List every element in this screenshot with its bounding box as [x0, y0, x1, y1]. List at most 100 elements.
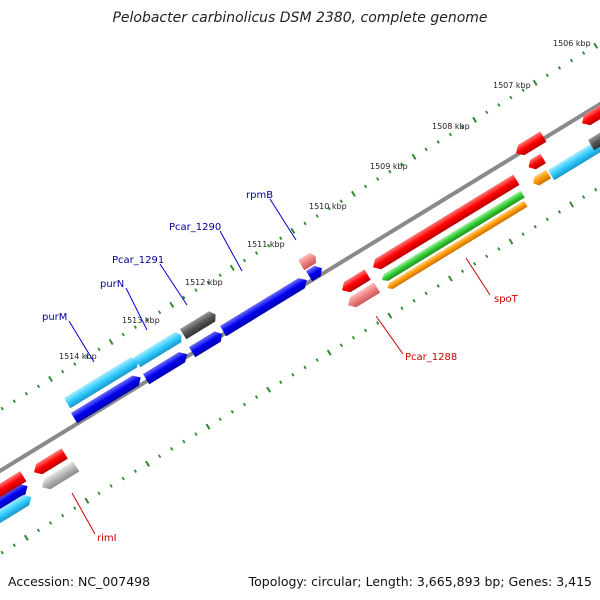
cds-blue-pcar1290: [220, 278, 307, 337]
gene-cyan-purm: [64, 357, 139, 409]
feature-layer: [0, 99, 600, 531]
tick-mark: [279, 380, 283, 385]
tick-mark: [545, 73, 549, 78]
tick-mark: [593, 42, 599, 49]
gene-gray-pcar1291: [180, 311, 216, 340]
tick-mark: [84, 497, 90, 504]
tick-mark: [569, 201, 574, 208]
tick-mark: [532, 79, 538, 86]
tick-mark: [108, 338, 114, 346]
cds-red-left-edge: [0, 471, 27, 503]
gene-cyan-left-edge: [0, 494, 32, 531]
tick-mark: [582, 195, 586, 199]
tick-mark: [460, 269, 465, 273]
pos-label-1509: 1509 kbp: [370, 162, 408, 171]
tick-mark: [364, 328, 368, 333]
gene-label-pcar1290: Pcar_1290: [169, 222, 221, 233]
tick-mark: [509, 95, 513, 100]
gene-labels: rpmB Pcar_1290 Pcar_1291 purN purM spoT …: [42, 190, 519, 544]
tick-mark: [194, 432, 198, 436]
tick-mark: [447, 275, 453, 282]
genome-summary: Topology: circular; Length: 3,665,893 bp…: [248, 574, 592, 589]
tick-mark: [376, 177, 380, 181]
tick-mark: [61, 369, 65, 374]
gene-label-spot: spoT: [494, 294, 519, 305]
tick-mark: [388, 169, 392, 174]
tick-mark: [436, 140, 440, 144]
tick-mark: [569, 58, 574, 63]
cds-red-edge: [582, 99, 600, 126]
tick-mark: [230, 410, 234, 414]
tick-mark: [400, 306, 404, 311]
tick-mark: [290, 227, 296, 234]
tick-mark: [387, 312, 393, 319]
gene-label-pcar1291: Pcar_1291: [112, 255, 164, 266]
tick-mark: [473, 261, 477, 266]
tick-mark: [170, 447, 174, 451]
tick-mark: [424, 147, 428, 152]
tick-marks: [0, 42, 599, 555]
tick-mark: [61, 513, 65, 518]
pos-label-1508: 1508 kbp: [432, 122, 470, 131]
tick-mark: [533, 224, 537, 229]
gene-cyan-purn: [134, 331, 182, 368]
position-labels: 1506 kbp 1507 kbp 1508 kbp 1509 kbp 1510…: [59, 39, 591, 361]
pcar1288-pink-arrow: [348, 282, 381, 308]
tick-mark: [158, 310, 162, 315]
tick-mark: [85, 354, 89, 359]
tick-mark: [133, 469, 137, 473]
cds-blue-left-edge: [0, 484, 28, 519]
tick-mark: [121, 476, 125, 481]
tick-mark: [73, 506, 77, 510]
pos-label-1510: 1510 kbp: [309, 202, 347, 211]
tick-mark: [291, 373, 295, 377]
tick-mark: [158, 454, 162, 459]
pcar1288-red-arrow: [342, 269, 371, 293]
pos-label-1514: 1514 kbp: [59, 352, 97, 361]
cds-red-rimi: [34, 448, 68, 475]
tick-mark: [0, 406, 4, 411]
tick-mark: [424, 291, 428, 296]
tick-mark: [24, 391, 28, 396]
tick-mark: [97, 347, 101, 352]
tick-mark: [279, 236, 283, 241]
tick-mark: [315, 358, 319, 362]
accession-label: Accession: NC_007498: [8, 574, 151, 589]
tick-mark: [411, 153, 417, 160]
tick-mark: [254, 395, 259, 399]
pos-label-1511: 1511 kbp: [247, 240, 285, 249]
gene-cyan-right-edge: [548, 138, 600, 181]
gene-label-rimi: rimI: [97, 533, 117, 544]
tick-mark: [460, 125, 465, 129]
gene-pink-rpmb: [298, 252, 317, 271]
cds-blue-purn: [143, 352, 188, 385]
tick-mark: [594, 187, 598, 192]
tick-mark: [109, 484, 113, 488]
cds-blue-purm: [71, 375, 141, 424]
tick-mark: [400, 162, 404, 167]
tick-mark: [133, 325, 137, 329]
tick-mark: [339, 343, 343, 348]
tick-mark: [218, 417, 222, 422]
label-leaders: [68, 198, 491, 535]
tick-mark: [303, 365, 307, 370]
tick-mark: [145, 460, 150, 467]
tick-mark: [0, 550, 4, 555]
tick-mark: [327, 206, 331, 211]
tick-mark: [376, 321, 380, 325]
spot-orange-arrow: [387, 200, 528, 289]
tick-mark: [12, 399, 16, 404]
cds-blue-rpmb: [306, 265, 322, 282]
tick-mark: [436, 284, 440, 288]
tick-mark: [205, 423, 211, 430]
tick-mark: [485, 110, 489, 115]
cds-red-small: [528, 153, 546, 170]
tick-mark: [266, 386, 272, 393]
tick-mark: [218, 273, 222, 278]
tick-mark: [326, 349, 332, 356]
gene-label-purm: purM: [42, 312, 67, 323]
tick-mark: [12, 543, 16, 548]
tick-mark: [485, 254, 489, 259]
tick-mark: [194, 288, 198, 292]
